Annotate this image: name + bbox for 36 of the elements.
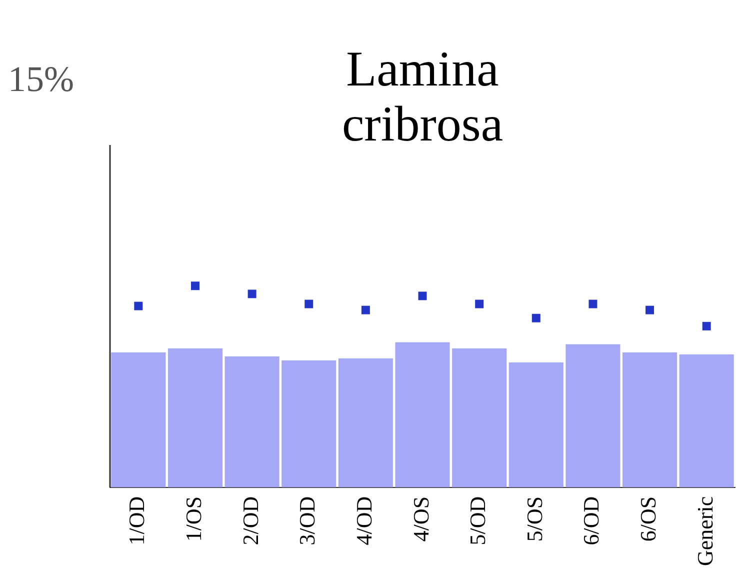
x-tick-label: 6/OD [578,496,604,546]
x-tick-label: 5/OD [465,496,490,546]
x-tick-label: 2/OD [238,496,263,546]
point [190,282,200,290]
point [248,290,256,298]
bar [622,352,678,488]
point [361,306,370,314]
x-tick-label: 4/OD [351,496,376,546]
bar [566,344,620,488]
bar [224,356,280,488]
bar [452,348,507,488]
point [418,292,427,300]
x-tick-label: 6/OS [636,496,661,542]
x-tick-label: 4/OS [408,496,434,542]
x-tick-label: 1/OD [124,496,150,546]
point [475,300,484,308]
bar [395,342,450,488]
x-tick-label: Generic [692,496,718,566]
bar [111,352,166,488]
point [134,302,143,310]
x-tick-label: 3/OD [294,496,320,546]
x-tick-label: 5/OS [522,496,547,542]
bar [338,358,393,488]
x-tick-label: 1/OS [181,496,206,542]
bar [679,354,734,488]
text: cribrosa [342,96,504,152]
point [588,300,598,308]
bar [168,348,222,488]
point [304,300,314,308]
point [646,306,654,314]
text: 15% [8,58,74,100]
bar [282,360,336,488]
text: Lamina [346,40,499,97]
bar [508,362,564,488]
point [532,314,540,322]
point [702,322,711,330]
